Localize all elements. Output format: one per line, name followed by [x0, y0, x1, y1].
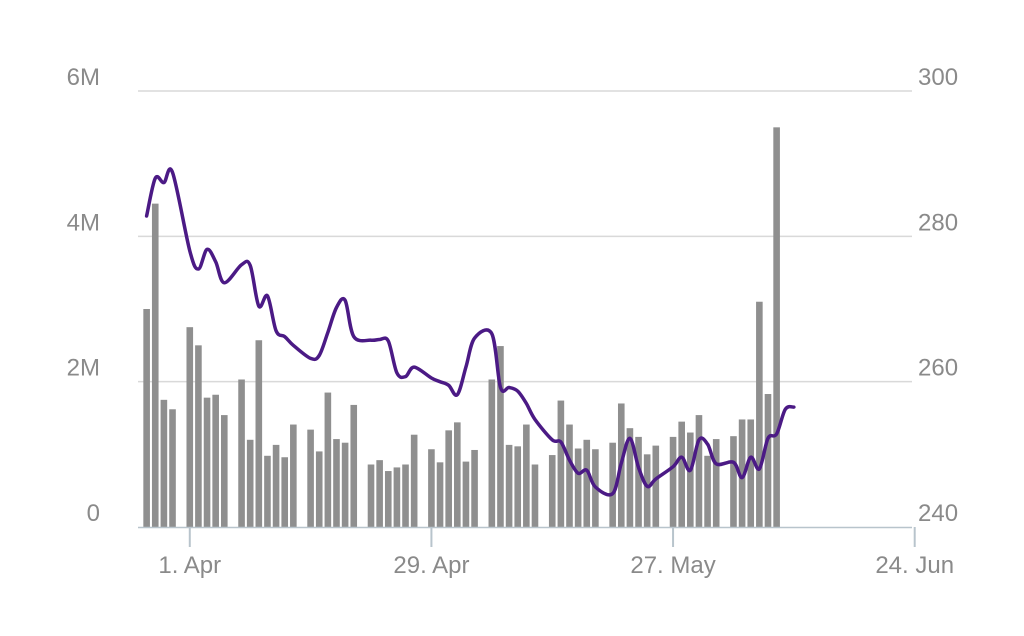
y-left-tick-2M: 2M	[67, 355, 100, 382]
bar-2019-06-01	[712, 439, 720, 527]
bar-2019-04-19	[341, 442, 349, 527]
y-right-tick-240: 240	[918, 500, 958, 527]
bar-2019-04-11	[272, 444, 280, 527]
x-tick-label-2019-04-29: 29. Apr	[393, 552, 469, 579]
bar-2019-04-05	[221, 415, 228, 527]
bar-2019-04-15	[307, 429, 314, 527]
bar-2019-05-01	[445, 430, 452, 527]
bar-2019-05-23	[635, 436, 642, 527]
y-left-tick-0: 0	[87, 500, 100, 527]
bar-2019-03-28	[151, 203, 159, 527]
bar-2019-06-06	[756, 301, 763, 527]
bar-2019-05-02	[454, 422, 461, 527]
bar-2019-05-06	[488, 379, 496, 527]
bar-2019-04-13	[290, 424, 297, 527]
bar-2019-06-07	[764, 394, 772, 527]
bar-2019-04-29	[428, 449, 435, 527]
bar-2019-05-17	[583, 439, 591, 527]
bar-2019-05-28	[678, 421, 685, 527]
gridlines	[138, 90, 912, 383]
bar-2019-04-02	[195, 345, 202, 527]
bar-2019-04-12	[281, 457, 289, 527]
bar-2019-06-08	[773, 127, 780, 527]
bar-2019-05-20	[609, 442, 616, 527]
bar-2019-05-14	[557, 400, 565, 527]
price-line	[144, 167, 796, 497]
y-right-tick-260: 260	[918, 355, 958, 382]
bar-2019-04-17	[324, 392, 332, 527]
bar-2019-05-16	[574, 448, 582, 527]
bar-2019-03-30	[169, 409, 176, 527]
bar-2019-05-27	[669, 436, 677, 527]
bar-2019-04-07	[238, 379, 245, 527]
y-left-tick-6M: 6M	[67, 64, 100, 91]
bar-2019-04-01	[186, 327, 194, 527]
bar-2019-04-18	[333, 439, 340, 527]
x-axis: 1. Apr 29. Apr 27. May 24. Jun	[138, 526, 954, 579]
bar-2019-05-15	[566, 424, 573, 527]
bar-2019-04-27	[410, 434, 418, 527]
bar-2019-04-03	[203, 397, 211, 527]
x-tick-label-2019-06-24: 24. Jun	[875, 552, 954, 579]
bar-2019-05-10	[523, 424, 530, 527]
bar-2019-04-09	[255, 340, 263, 527]
bar-2019-04-30	[436, 462, 444, 527]
bar-2019-05-29	[687, 432, 694, 527]
bar-2019-05-03	[462, 461, 470, 527]
bar-2019-03-27	[143, 309, 150, 527]
y-right-tick-300: 300	[918, 64, 958, 91]
y-axis-right: 240 260 280 300	[918, 64, 958, 527]
bar-2019-05-04	[471, 449, 478, 527]
bar-2019-03-29	[160, 399, 168, 527]
bar-2019-05-13	[548, 455, 556, 527]
bar-2019-04-10	[264, 455, 271, 527]
y-axis-left: 0 2M 4M 6M	[67, 64, 100, 527]
bar-2019-04-24	[384, 471, 392, 527]
price-line-group	[144, 167, 796, 497]
bar-2019-04-04	[212, 394, 219, 527]
x-tick-label-2019-04-01: 1. Apr	[158, 552, 221, 579]
bar-2019-04-08	[246, 439, 254, 527]
bar-2019-05-08	[505, 444, 513, 527]
bar-2019-04-22	[367, 464, 375, 527]
bar-2019-06-05	[747, 419, 755, 527]
bar-2019-05-24	[643, 454, 651, 527]
y-right-tick-280: 280	[918, 209, 958, 236]
bar-2019-04-26	[402, 464, 409, 527]
bar-2019-05-09	[514, 446, 522, 527]
bar-2019-04-16	[315, 451, 323, 527]
y-left-tick-4M: 4M	[67, 209, 100, 236]
bar-2019-05-30	[695, 415, 703, 527]
bar-2019-04-25	[393, 467, 401, 527]
x-tick-label-2019-05-27: 27. May	[630, 552, 715, 579]
bar-2019-05-07	[497, 346, 504, 527]
bar-2019-05-11	[531, 464, 539, 527]
volume-bars	[143, 127, 780, 527]
bar-2019-04-23	[376, 460, 383, 527]
bar-2019-06-04	[738, 419, 746, 527]
bar-2019-05-22	[626, 428, 634, 527]
bar-2019-04-20	[350, 404, 358, 527]
bar-2019-05-25	[652, 445, 660, 527]
bar-2019-05-31	[704, 455, 711, 527]
bar-2019-06-03	[730, 436, 737, 527]
